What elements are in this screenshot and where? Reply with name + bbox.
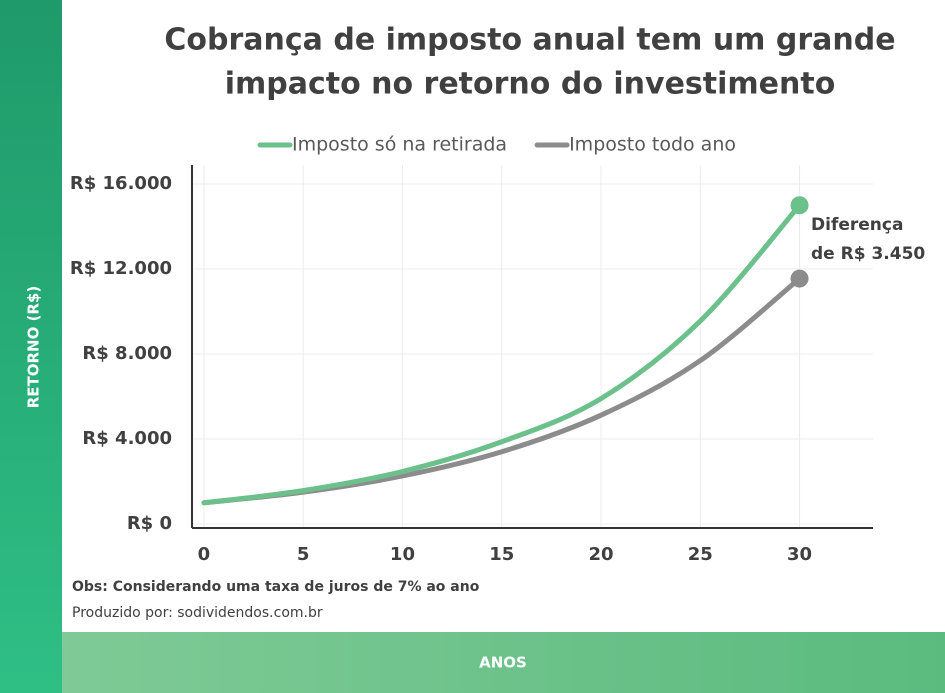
y-tick-label: R$ 0 <box>127 513 172 534</box>
side-band <box>0 0 62 693</box>
x-tick-label: 5 <box>297 544 310 565</box>
legend-label: Imposto só na retirada <box>292 134 507 156</box>
end-point <box>790 196 809 215</box>
legend-label: Imposto todo ano <box>569 134 736 156</box>
chart-title: Cobrança de imposto anual tem um grande <box>164 23 895 58</box>
y-tick-label: R$ 12.000 <box>70 258 172 279</box>
x-tick-label: 10 <box>390 544 415 565</box>
bottom-band <box>62 632 945 693</box>
y-tick-label: R$ 8.000 <box>82 343 172 364</box>
x-tick-label: 30 <box>787 544 812 565</box>
x-tick-label: 20 <box>588 544 613 565</box>
x-axis-label: ANOS <box>479 654 527 672</box>
note: Obs: Considerando uma taxa de juros de 7… <box>72 579 480 595</box>
y-tick-label: R$ 4.000 <box>82 428 172 449</box>
chart-title: impacto no retorno do investimento <box>225 67 836 102</box>
x-tick-label: 15 <box>489 544 514 565</box>
note: Produzido por: sodividendos.com.br <box>72 605 323 621</box>
y-axis-label: RETORNO (R$) <box>25 286 43 409</box>
y-tick-label: R$ 16.000 <box>70 173 172 194</box>
x-tick-label: 25 <box>688 544 713 565</box>
x-tick-label: 0 <box>198 544 211 565</box>
annotation: de R$ 3.450 <box>811 244 925 264</box>
series-line <box>201 202 803 506</box>
annotation: Diferença <box>811 215 903 235</box>
end-point <box>790 269 809 288</box>
